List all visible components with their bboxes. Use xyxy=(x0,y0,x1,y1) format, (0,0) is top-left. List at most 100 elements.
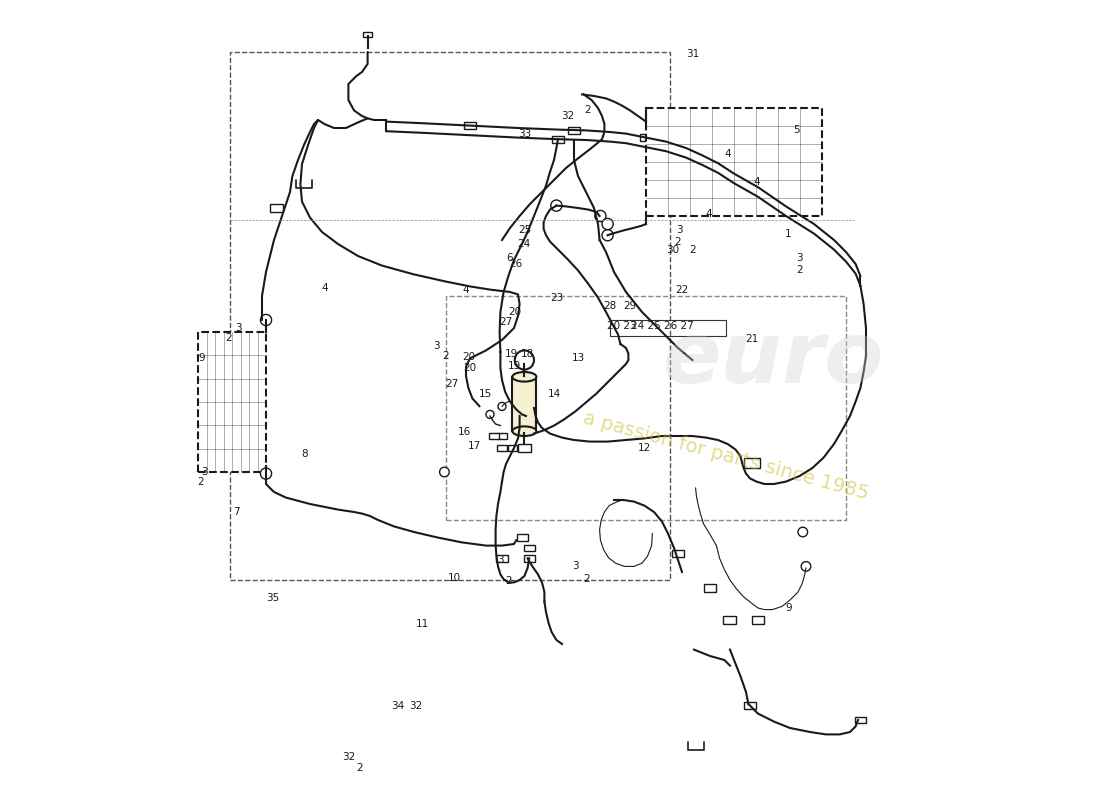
Bar xyxy=(198,332,266,472)
Text: 4: 4 xyxy=(724,149,730,158)
Bar xyxy=(446,296,846,520)
Text: 27: 27 xyxy=(446,379,459,389)
Bar xyxy=(704,151,716,159)
Text: 32: 32 xyxy=(409,701,422,710)
Text: 25: 25 xyxy=(518,226,531,235)
Text: 2: 2 xyxy=(689,245,695,254)
Bar xyxy=(463,122,476,130)
Text: 9: 9 xyxy=(199,354,206,363)
Text: euro: euro xyxy=(663,318,884,402)
Circle shape xyxy=(801,562,811,571)
Text: 3: 3 xyxy=(201,467,208,477)
Text: 34: 34 xyxy=(392,701,405,710)
Text: 19: 19 xyxy=(505,349,518,358)
Ellipse shape xyxy=(513,372,537,382)
Text: 20: 20 xyxy=(462,352,475,362)
Bar xyxy=(672,550,684,558)
Text: 20: 20 xyxy=(508,307,521,317)
Bar xyxy=(751,183,764,191)
Bar xyxy=(524,555,535,562)
Text: 5: 5 xyxy=(793,125,800,134)
Bar xyxy=(507,445,517,451)
Text: 2: 2 xyxy=(796,265,803,274)
Text: 28: 28 xyxy=(604,301,617,310)
Circle shape xyxy=(261,468,272,479)
Text: 3: 3 xyxy=(676,226,683,235)
Circle shape xyxy=(551,200,562,211)
Bar xyxy=(569,127,580,134)
Text: 2: 2 xyxy=(505,576,512,586)
Text: 32: 32 xyxy=(342,752,355,762)
Text: 13: 13 xyxy=(571,354,584,363)
Text: 20 23: 20 23 xyxy=(607,322,637,331)
Bar xyxy=(230,52,670,580)
Bar xyxy=(855,717,866,723)
Text: 2: 2 xyxy=(197,477,204,486)
Text: 3: 3 xyxy=(234,323,241,333)
Text: 3: 3 xyxy=(433,341,440,350)
Circle shape xyxy=(440,467,449,477)
Circle shape xyxy=(261,314,272,326)
Text: 24 25 26 27: 24 25 26 27 xyxy=(630,322,693,331)
Circle shape xyxy=(486,410,494,418)
Text: 2: 2 xyxy=(674,237,681,246)
Text: 31: 31 xyxy=(685,50,698,59)
Bar xyxy=(513,377,537,431)
Text: 14: 14 xyxy=(548,389,561,398)
Text: 2: 2 xyxy=(584,106,591,115)
Text: 1: 1 xyxy=(785,229,792,238)
Bar xyxy=(270,204,283,212)
Bar xyxy=(363,31,373,38)
Text: 29: 29 xyxy=(624,301,637,310)
Bar xyxy=(497,433,507,439)
Text: 9: 9 xyxy=(785,603,792,613)
Bar xyxy=(518,444,531,452)
Text: 6: 6 xyxy=(507,253,514,262)
Text: 10: 10 xyxy=(448,573,461,582)
Text: 4: 4 xyxy=(321,283,328,293)
Text: 27: 27 xyxy=(499,317,513,326)
Text: 26: 26 xyxy=(509,259,522,269)
Circle shape xyxy=(602,230,613,241)
Text: 2: 2 xyxy=(442,351,449,361)
Text: 4: 4 xyxy=(463,286,470,295)
Bar xyxy=(517,534,528,541)
Bar xyxy=(704,584,716,592)
Text: 3: 3 xyxy=(796,253,803,262)
Circle shape xyxy=(602,218,613,230)
Circle shape xyxy=(498,402,506,410)
Text: 4: 4 xyxy=(705,210,712,219)
Text: 24: 24 xyxy=(517,239,530,249)
Bar xyxy=(639,134,652,142)
Text: 15: 15 xyxy=(478,389,492,398)
Text: 18: 18 xyxy=(521,349,535,358)
Text: 21: 21 xyxy=(745,334,758,344)
Text: 3: 3 xyxy=(572,562,579,571)
Bar xyxy=(524,545,535,551)
Bar xyxy=(646,108,822,216)
Circle shape xyxy=(515,350,534,370)
Text: 23: 23 xyxy=(550,293,563,302)
Text: a passion for parts since 1985: a passion for parts since 1985 xyxy=(581,409,871,503)
Text: 8: 8 xyxy=(301,450,308,459)
Text: 20: 20 xyxy=(463,363,476,373)
Text: 3: 3 xyxy=(497,555,504,565)
Circle shape xyxy=(798,527,807,537)
Circle shape xyxy=(595,210,606,222)
Text: 19: 19 xyxy=(507,362,520,371)
Bar xyxy=(490,433,498,439)
Text: 12: 12 xyxy=(638,443,651,453)
Text: 2: 2 xyxy=(226,333,232,342)
Bar xyxy=(552,136,563,142)
Text: 22: 22 xyxy=(675,285,689,294)
Bar xyxy=(745,702,756,709)
Bar xyxy=(496,555,507,562)
Bar xyxy=(744,458,760,468)
Text: 35: 35 xyxy=(266,594,279,603)
Text: 7: 7 xyxy=(233,507,240,517)
Text: 32: 32 xyxy=(561,111,574,121)
Text: 33: 33 xyxy=(518,130,531,139)
Ellipse shape xyxy=(513,426,537,436)
Text: 2: 2 xyxy=(583,574,590,584)
Text: 11: 11 xyxy=(416,619,429,629)
